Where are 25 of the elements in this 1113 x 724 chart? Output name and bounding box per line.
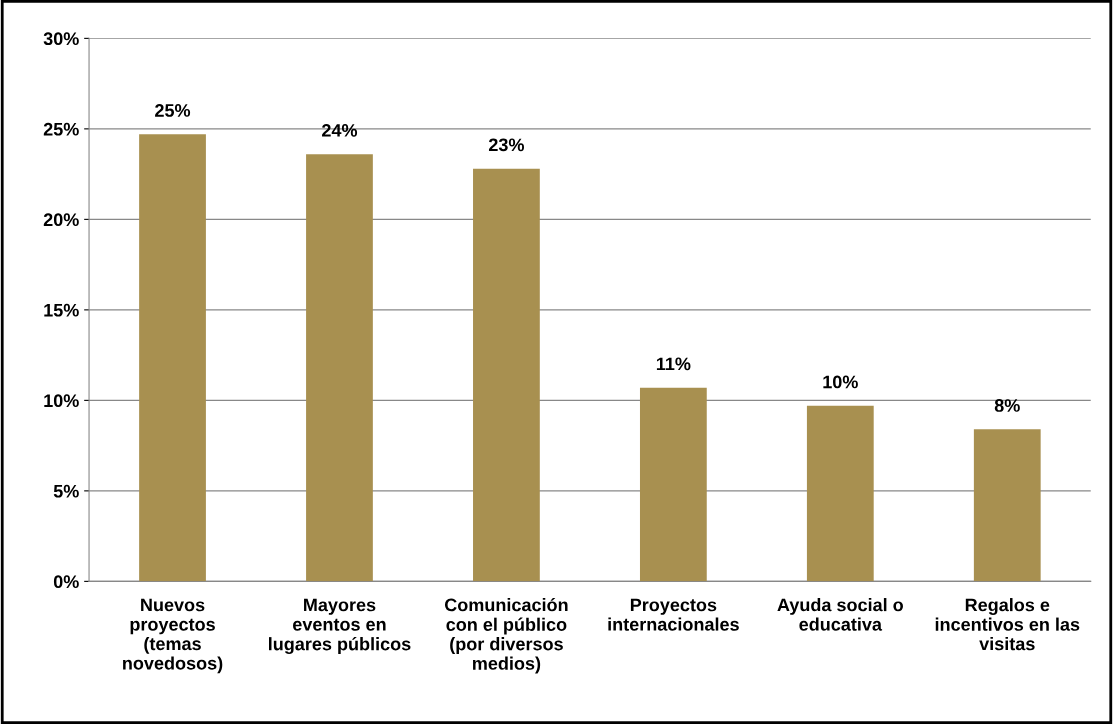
bar: [306, 154, 373, 582]
bar: [639, 387, 707, 582]
x-tick-label: Regalos e incentivos en las visitas: [935, 598, 1080, 651]
data-label: 23%: [488, 138, 525, 152]
bar: [806, 405, 874, 582]
data-label: 8%: [994, 399, 1020, 412]
y-tick-label: 0%: [53, 575, 79, 589]
y-tick-label: 20%: [43, 213, 79, 227]
bar: [973, 429, 1041, 582]
x-tick-label: Proyectos internacionales: [608, 598, 739, 631]
y-tick-label: 15%: [44, 303, 79, 317]
data-label: 24%: [322, 123, 358, 137]
data-label: 10%: [823, 375, 858, 389]
y-tick-label: 5%: [53, 484, 79, 498]
x-tick-label: Comunicación con el público (por diversos medios): [444, 597, 568, 674]
bar: [473, 168, 540, 582]
y-tick-label: 30%: [43, 32, 79, 46]
data-label: 25%: [155, 104, 191, 117]
data-label: 11%: [656, 357, 691, 371]
x-tick-label: Nuevos proyectos (temas novedosos): [123, 598, 223, 674]
x-tick-label: Mayores eventos en lugares públicos: [268, 598, 411, 655]
y-tick-label: 10%: [44, 394, 79, 408]
bar: [139, 134, 206, 582]
x-tick-label: Ayuda social o educativa: [777, 598, 903, 631]
y-tick-label: 25%: [43, 122, 79, 136]
